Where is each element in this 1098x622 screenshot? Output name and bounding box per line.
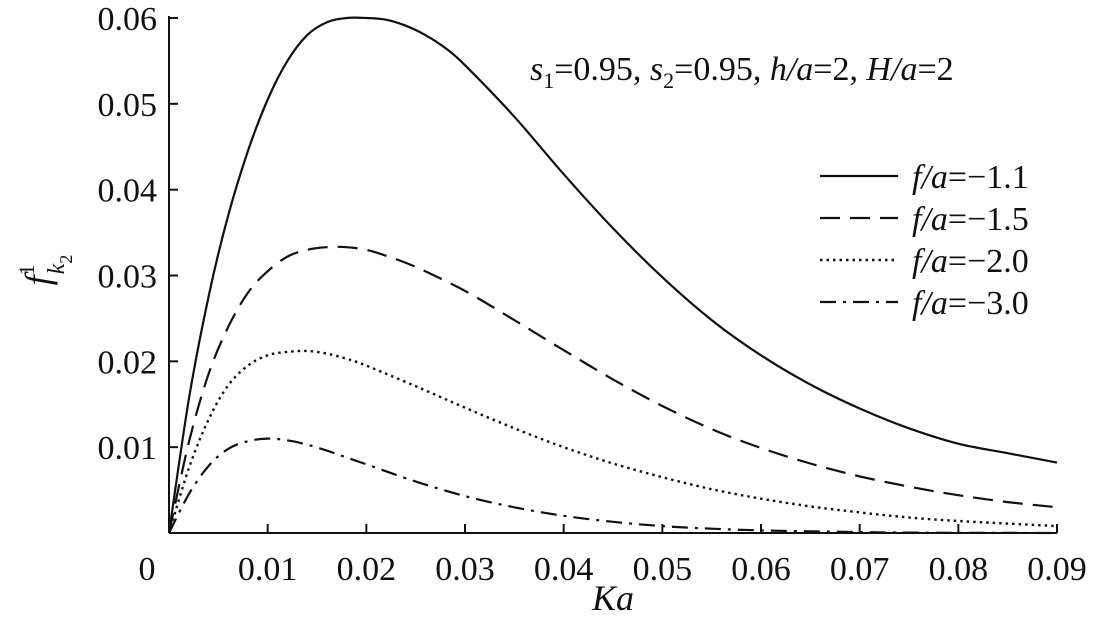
legend-label-4: f/a=−3.0 xyxy=(912,285,1029,322)
y-tick-label: 0.03 xyxy=(98,259,158,296)
x-tick-label: 0.07 xyxy=(830,551,890,588)
y-tick-label: 0.02 xyxy=(98,344,158,381)
x-tick-label: 0.04 xyxy=(534,551,594,588)
y-ticks: 0.01 0.02 0.03 0.04 0.05 0.06 xyxy=(98,1,178,467)
x-ticks: 0 0.01 0.02 0.03 0.04 0.05 0.06 0.07 0.08 0.09 xyxy=(139,524,1087,588)
y-tick-label: 0.01 xyxy=(98,430,158,467)
y-axis-title-sub: k xyxy=(44,263,70,274)
y-axis-title: f1 k2 xyxy=(14,255,76,286)
y-tick-label: 0.05 xyxy=(98,87,158,124)
series-line-3 xyxy=(167,349,1058,534)
x-tick-label: 0 xyxy=(139,551,156,588)
x-tick-label: 0.06 xyxy=(731,551,791,588)
series-group xyxy=(167,16,1058,535)
y-tick-label: 0.04 xyxy=(98,173,158,210)
x-tick-label: 0.05 xyxy=(633,551,693,588)
series-line-2 xyxy=(167,245,1058,534)
legend-label-2: f/a=−1.5 xyxy=(912,201,1029,238)
x-tick-label: 0.03 xyxy=(435,551,495,588)
x-tick-label: 0.01 xyxy=(238,551,298,588)
parameters-annotation: s1=0.95, s2=0.95, h/a=2, H/a=2 xyxy=(530,51,954,93)
legend-label-1: f/a=−1.1 xyxy=(912,159,1029,196)
y-axis-title-subsub: 2 xyxy=(56,255,76,264)
x-tick-label: 0.08 xyxy=(929,551,989,588)
legend: f/a=−1.1 f/a=−1.5 f/a=−2.0 f/a=−3.0 xyxy=(820,159,1029,322)
x-tick-label: 0.02 xyxy=(337,551,397,588)
x-axis-title: Ka xyxy=(591,578,634,618)
y-axis-title-sup: 1 xyxy=(14,264,39,275)
y-tick-label: 0.06 xyxy=(98,1,158,38)
series-line-1 xyxy=(167,16,1058,534)
legend-label-3: f/a=−2.0 xyxy=(912,243,1029,280)
x-tick-label: 0.09 xyxy=(1027,551,1087,588)
